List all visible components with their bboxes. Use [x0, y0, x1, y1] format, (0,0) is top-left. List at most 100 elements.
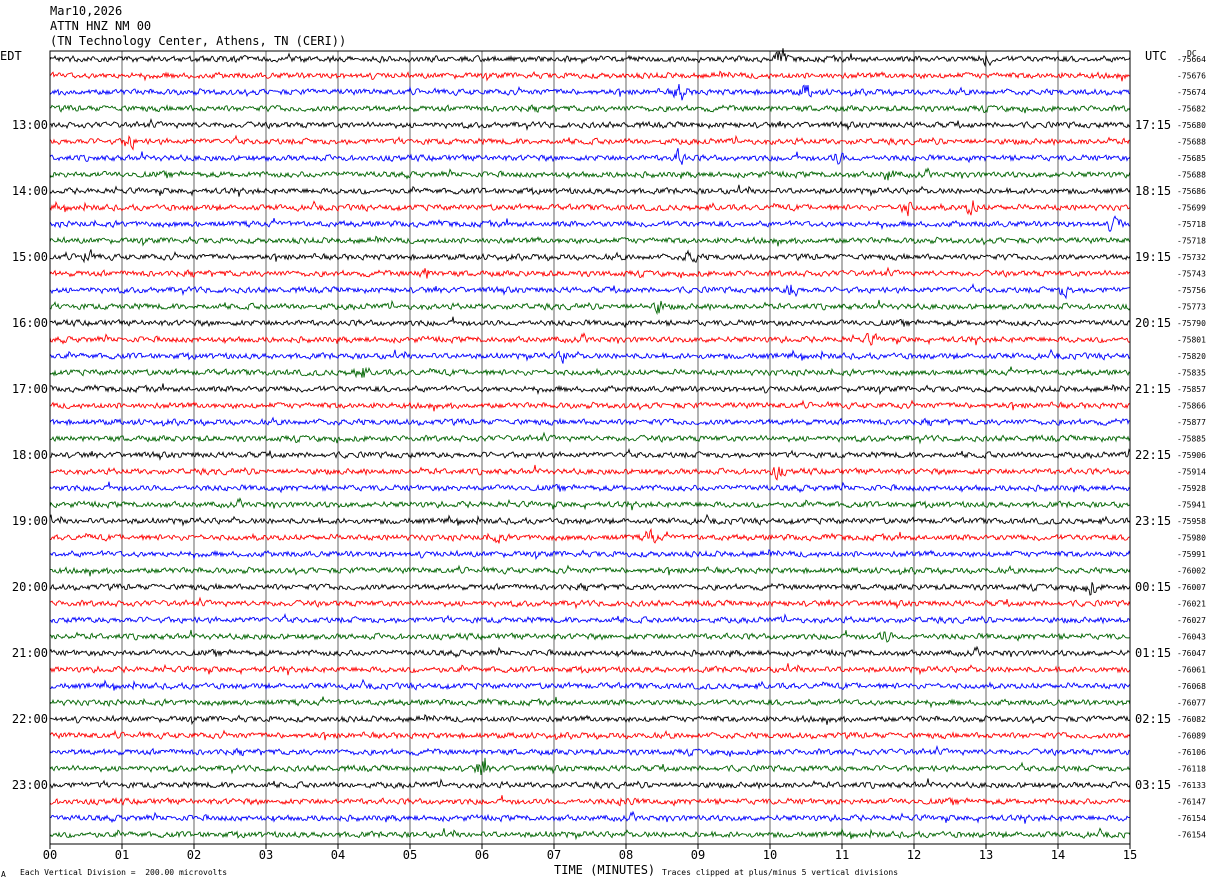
- right-time-label: 22:15: [1135, 448, 1171, 462]
- clip-note: Traces clipped at plus/minus 5 vertical …: [662, 868, 899, 877]
- dc-offset-label: -76154: [1177, 831, 1206, 840]
- dc-offset-label: -76021: [1177, 600, 1206, 609]
- dc-offset-label: -75743: [1177, 270, 1206, 279]
- dc-offset-label: -75682: [1177, 105, 1206, 114]
- dc-offset-header: DC: [1187, 49, 1197, 58]
- seismic-trace: [49, 266, 1131, 279]
- x-tick-label: 11: [835, 848, 849, 862]
- seismic-trace: [49, 167, 1131, 181]
- seismic-trace: [49, 117, 1131, 131]
- seismic-trace: [49, 282, 1131, 300]
- dc-offset-label: -75928: [1177, 484, 1206, 493]
- left-time-label: 15:00: [12, 250, 48, 264]
- seismic-trace: [49, 713, 1131, 726]
- x-tick-label: 12: [907, 848, 921, 862]
- dc-offset-label: -75756: [1177, 286, 1206, 295]
- seismic-trace: [49, 200, 1131, 217]
- x-tick-label: 01: [115, 848, 129, 862]
- dc-offset-label: -75699: [1177, 204, 1206, 213]
- right-time-label: 03:15: [1135, 778, 1171, 792]
- dc-offset-label: -75941: [1177, 501, 1206, 510]
- x-tick-label: 09: [691, 848, 705, 862]
- right-time-label: 01:15: [1135, 646, 1171, 660]
- right-time-label: 19:15: [1135, 250, 1171, 264]
- seismic-trace: [49, 316, 1131, 329]
- seismic-trace: [50, 527, 1130, 544]
- x-tick-label: 15: [1123, 848, 1137, 862]
- seismic-trace: [49, 513, 1131, 527]
- seismic-trace: [49, 447, 1131, 461]
- left-time-label: 13:00: [12, 118, 48, 132]
- seismic-trace: [49, 497, 1131, 511]
- seismic-trace: [49, 348, 1131, 364]
- seismic-trace: [49, 431, 1131, 445]
- seismic-trace: [49, 84, 1131, 101]
- seismic-trace: [49, 332, 1131, 346]
- seismic-trace: [49, 481, 1131, 494]
- seismic-trace: [50, 678, 1131, 691]
- scale-note: Each Vertical Division = 200.00 microvol…: [20, 868, 228, 877]
- dc-offset-label: -76077: [1177, 699, 1206, 708]
- dc-offset-label: -75877: [1177, 418, 1206, 427]
- left-time-label: 20:00: [12, 580, 48, 594]
- seismic-trace: [49, 416, 1131, 427]
- x-tick-label: 14: [1051, 848, 1065, 862]
- station-location: (TN Technology Center, Athens, TN (CERI)…: [50, 34, 347, 48]
- dc-offset-label: -75674: [1177, 88, 1206, 97]
- dc-offset-label: -76106: [1177, 748, 1206, 757]
- dc-offset-label: -75820: [1177, 352, 1206, 361]
- dc-offset-label: -76133: [1177, 781, 1206, 790]
- right-time-label: 21:15: [1135, 382, 1171, 396]
- left-time-label: 18:00: [12, 448, 48, 462]
- left-time-label: 14:00: [12, 184, 48, 198]
- left-time-label: 16:00: [12, 316, 48, 330]
- seismic-trace: [49, 564, 1131, 577]
- x-tick-label: 08: [619, 848, 633, 862]
- dc-offset-label: -75773: [1177, 303, 1206, 312]
- dc-offset-label: -75801: [1177, 336, 1206, 345]
- left-time-label: 17:00: [12, 382, 48, 396]
- dc-offset-label: -75991: [1177, 550, 1206, 559]
- dc-offset-label: -76043: [1177, 633, 1206, 642]
- left-time-label: 21:00: [12, 646, 48, 660]
- dc-offset-label: -75732: [1177, 253, 1206, 262]
- seismic-trace: [49, 744, 1131, 757]
- x-tick-label: 02: [187, 848, 201, 862]
- dc-offset-label: -75688: [1177, 171, 1206, 180]
- right-time-label: 18:15: [1135, 184, 1171, 198]
- seismic-trace: [49, 249, 1131, 264]
- right-timezone-label: UTC: [1145, 49, 1167, 63]
- dc-offset-label: -76118: [1177, 765, 1206, 774]
- dc-offset-label: -75790: [1177, 319, 1206, 328]
- x-tick-label: 04: [331, 848, 345, 862]
- dc-offset-label: -76061: [1177, 666, 1206, 675]
- right-time-label: 02:15: [1135, 712, 1171, 726]
- seismic-trace: [49, 70, 1131, 82]
- seismic-trace: [49, 104, 1131, 114]
- dc-offset-label: -75914: [1177, 468, 1206, 477]
- seismic-trace: [49, 148, 1131, 165]
- x-axis-label: TIME (MINUTES): [554, 863, 656, 877]
- dc-offset-label: -75685: [1177, 154, 1206, 163]
- dc-offset-label: -75686: [1177, 187, 1206, 196]
- dc-offset-label: -76147: [1177, 798, 1206, 807]
- dc-offset-label: -75680: [1177, 121, 1206, 130]
- seismic-trace: [50, 464, 1131, 481]
- seismic-trace: [49, 663, 1131, 676]
- dc-offset-label: -76007: [1177, 583, 1206, 592]
- right-time-label: 00:15: [1135, 580, 1171, 594]
- seismic-trace: [49, 48, 1131, 68]
- dc-offset-label: -76068: [1177, 682, 1206, 691]
- left-time-label: 19:00: [12, 514, 48, 528]
- dc-offset-label: -75980: [1177, 534, 1206, 543]
- seismic-trace: [49, 383, 1131, 396]
- right-time-label: 17:15: [1135, 118, 1171, 132]
- x-tick-label: 10: [763, 848, 777, 862]
- dc-offset-label: -75688: [1177, 138, 1206, 147]
- dc-offset-label: -76089: [1177, 732, 1206, 741]
- seismic-trace: [49, 827, 1131, 841]
- x-tick-label: 00: [43, 848, 57, 862]
- seismic-trace: [50, 399, 1131, 412]
- left-time-label: 23:00: [12, 778, 48, 792]
